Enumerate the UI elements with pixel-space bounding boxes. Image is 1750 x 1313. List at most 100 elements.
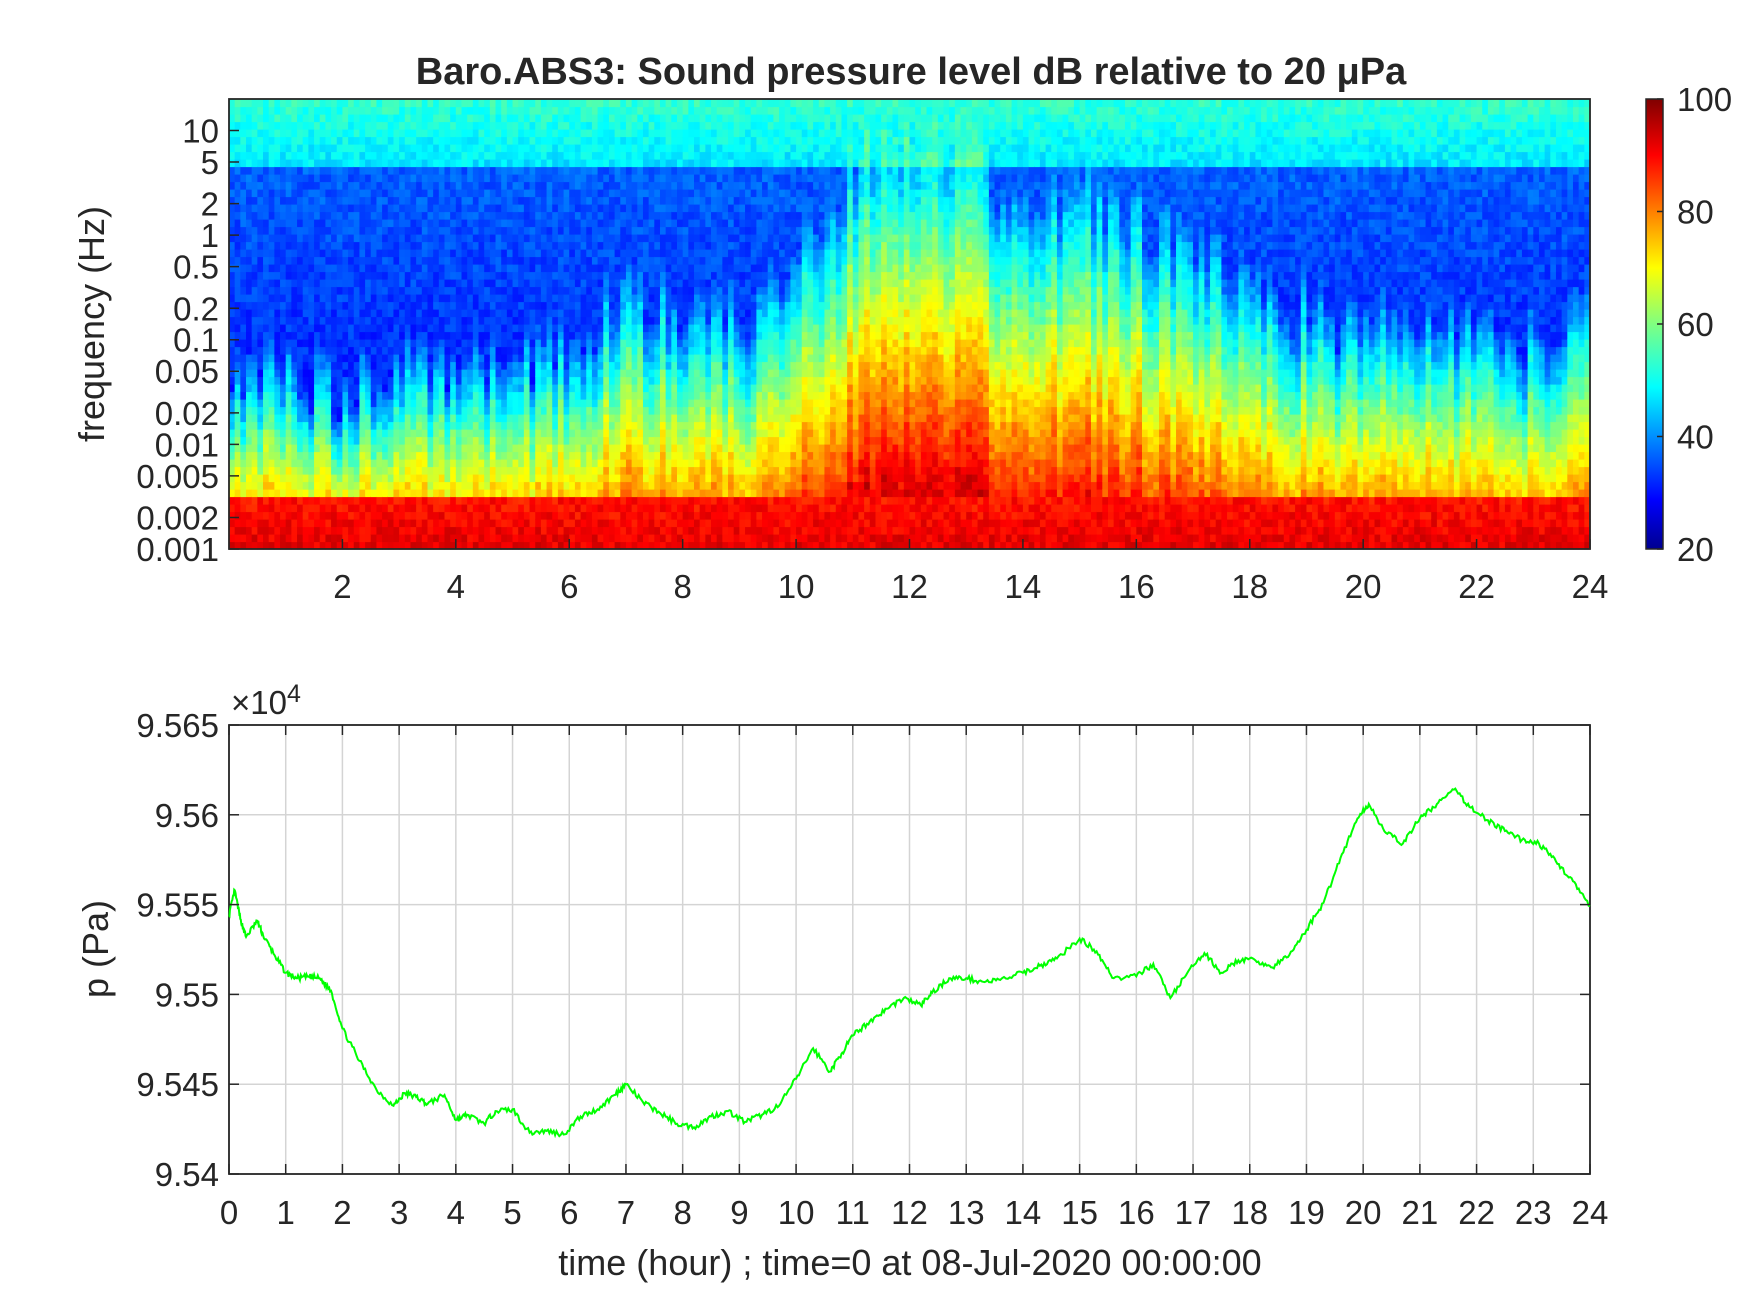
spectrogram-cell <box>671 504 678 513</box>
spectrogram-cell <box>608 436 616 445</box>
spectrogram-cell <box>274 234 281 243</box>
spectrogram-cell <box>535 196 542 205</box>
spectrogram-cell <box>234 451 241 460</box>
spectrogram-cell <box>387 376 395 385</box>
spectrogram-cell <box>489 414 497 423</box>
spectrogram-cell <box>671 309 678 318</box>
spectrogram-cell <box>240 376 247 385</box>
spectrogram-cell <box>586 129 593 138</box>
spectrogram-cell <box>427 271 434 280</box>
spectrogram-cell <box>472 204 480 213</box>
spectrogram-cell <box>671 219 678 228</box>
spectrogram-cell <box>620 459 627 468</box>
spectrogram-cell <box>308 151 315 160</box>
spectrogram-cell <box>353 331 361 340</box>
spectrogram-cell <box>387 174 395 183</box>
spectrogram-cell <box>501 264 508 273</box>
spectrogram-cell <box>461 414 468 423</box>
spectrogram-cell <box>376 526 383 535</box>
spectrogram-cell <box>342 114 349 123</box>
spectrogram-cell <box>410 369 417 378</box>
spectrogram-cell <box>620 466 627 475</box>
spectrogram-cell <box>665 519 672 528</box>
spectrogram-cell <box>557 346 565 355</box>
spectrogram-cell <box>614 114 621 123</box>
spectrogram-cell <box>574 459 582 468</box>
spectrogram-cell <box>557 264 565 273</box>
spectrogram-cell <box>353 279 361 288</box>
spectrogram-cell <box>694 316 701 325</box>
spectrogram-cell <box>393 159 400 168</box>
spectrogram-cell <box>495 256 502 265</box>
spectrogram-cell <box>620 354 627 363</box>
spectrogram-cell <box>557 144 565 153</box>
spectrogram-cell <box>370 391 378 400</box>
spectrogram-cell <box>444 339 451 348</box>
spectrogram-cell <box>580 331 587 340</box>
spectrogram-cell <box>535 99 542 108</box>
spectrogram-cell <box>529 346 536 355</box>
spectrogram-cell <box>529 406 536 415</box>
spectrogram-cell <box>569 421 576 430</box>
spectrogram-cell <box>518 496 525 505</box>
spectrogram-cell <box>263 264 270 273</box>
spectrogram-cell <box>665 331 672 340</box>
spectrogram-cell <box>257 129 264 138</box>
spectrogram-cell <box>314 181 321 190</box>
spectrogram-cell <box>591 211 599 220</box>
spectrogram-cell <box>234 279 241 288</box>
spectrogram-cell <box>631 399 638 408</box>
spectrogram-cell <box>246 339 253 348</box>
spectrogram-cell <box>478 481 485 490</box>
spectrogram-cell <box>512 234 519 243</box>
spectrogram-cell <box>319 294 326 303</box>
spectrogram-cell <box>280 234 287 243</box>
spectrogram-cell <box>240 519 247 528</box>
spectrogram-cell <box>688 174 695 183</box>
spectrogram-cell <box>580 286 587 295</box>
spectrogram-cell <box>274 294 281 303</box>
spectrogram-cell <box>671 466 678 475</box>
spectrogram-cell <box>472 189 480 198</box>
spectrogram-cell <box>416 511 423 520</box>
spectrogram-cell <box>512 256 519 265</box>
spectrogram-cell <box>433 429 440 438</box>
spectrogram-cell <box>682 271 689 280</box>
spectrogram-cell <box>359 294 366 303</box>
spectrogram-cell <box>427 159 434 168</box>
spectrogram-cell <box>608 496 616 505</box>
spectrogram-cell <box>450 414 457 423</box>
spectrogram-cell <box>297 219 304 228</box>
spectrogram-cell <box>416 151 423 160</box>
spectrogram-cell <box>654 114 661 123</box>
spectrogram-cell <box>501 249 508 258</box>
spectrogram-cell <box>376 451 383 460</box>
spectrogram-cell <box>642 481 650 490</box>
spectrogram-cell <box>297 316 304 325</box>
spectrogram-cell <box>229 204 236 213</box>
spectrogram-cell <box>331 339 338 348</box>
spectrogram-cell <box>302 136 309 145</box>
spectrogram-cell <box>546 196 553 205</box>
spectrogram-cell <box>359 114 366 123</box>
spectrogram-cell <box>694 511 701 520</box>
spectrogram-cell <box>523 511 531 520</box>
spectrogram-cell <box>654 241 661 250</box>
spectrogram-cell <box>308 526 315 535</box>
spectrogram-cell <box>342 264 349 273</box>
spectrogram-cell <box>529 331 536 340</box>
spectrogram-cell <box>495 466 502 475</box>
spectrogram-cell <box>677 196 684 205</box>
spectrogram-cell <box>268 196 275 205</box>
spectrogram-cell <box>399 136 406 145</box>
spectrogram-cell <box>433 234 440 243</box>
spectrogram-cell <box>648 271 655 280</box>
spectrogram-cell <box>620 294 627 303</box>
spectrogram-cell <box>523 241 531 250</box>
spectrogram-cell <box>563 174 570 183</box>
spectrogram-cell <box>574 324 582 333</box>
spectrogram-cell <box>257 196 264 205</box>
spectrogram-cell <box>654 541 661 550</box>
spectrogram-cell <box>382 241 389 250</box>
spectrogram-cell <box>671 519 678 528</box>
